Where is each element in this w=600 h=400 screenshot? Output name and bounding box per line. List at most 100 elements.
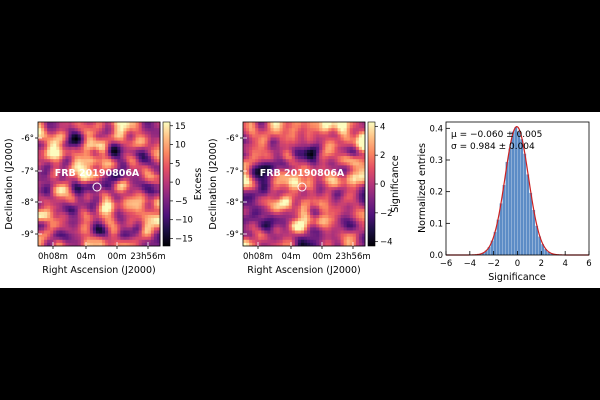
- map2-cell: [285, 149, 290, 154]
- map1-cell: [95, 202, 100, 207]
- map1-cell: [150, 159, 155, 163]
- map1-cell: [68, 202, 72, 207]
- significance-map-xtick-0: 0h08m: [243, 252, 273, 262]
- map1-cell: [86, 193, 91, 197]
- map2-cell: [246, 215, 250, 219]
- map2-cell: [325, 236, 329, 241]
- map1-cell: [92, 227, 97, 231]
- map2-cell: [288, 199, 293, 203]
- map1-cell: [135, 171, 139, 176]
- map2-cell: [316, 165, 320, 169]
- map2-cell: [288, 184, 293, 188]
- map1-cell: [74, 196, 78, 200]
- map1-cell: [83, 242, 88, 247]
- map1-cell: [153, 168, 158, 172]
- map2-cell: [349, 156, 354, 160]
- map2-cell: [361, 224, 366, 228]
- map1-cell: [126, 208, 130, 213]
- map1-cell: [147, 180, 152, 185]
- map2-cell: [355, 168, 360, 172]
- map1-cell: [126, 242, 130, 247]
- map2-cell: [276, 221, 280, 225]
- map1-cell: [147, 190, 152, 194]
- map1-cell: [108, 143, 112, 148]
- map1-cell: [65, 128, 69, 132]
- map2-cell: [291, 239, 296, 244]
- map1-cell: [95, 239, 100, 244]
- map2-cell: [355, 128, 360, 132]
- map2-cell: [343, 218, 348, 222]
- map2-cell: [316, 199, 320, 203]
- map2-cell: [255, 211, 259, 216]
- map2-cell: [361, 140, 366, 145]
- map1-cell: [123, 146, 127, 151]
- map1-cell: [56, 218, 60, 222]
- map2-cell: [343, 131, 348, 135]
- map2-cell: [243, 159, 247, 163]
- map2-cell: [261, 236, 265, 241]
- excess-map-ylabel: Declination (J2000): [4, 138, 15, 229]
- map2-cell: [291, 134, 296, 138]
- map2-cell: [243, 146, 247, 151]
- map1-cell: [68, 193, 72, 197]
- colorbar1-tick-label: 0: [175, 178, 180, 188]
- map2-cell: [343, 149, 348, 154]
- map2-cell: [276, 202, 280, 207]
- map1-cell: [126, 153, 130, 157]
- map2-cell: [267, 171, 271, 176]
- map2-cell: [255, 168, 259, 172]
- map2-cell: [252, 140, 256, 145]
- map2-cell: [328, 156, 332, 160]
- map2-cell: [331, 239, 335, 244]
- map2-cell: [285, 159, 290, 163]
- map1-cell: [117, 137, 121, 141]
- map2-cell: [349, 140, 354, 145]
- map1-cell: [44, 239, 48, 244]
- map1-cell: [120, 190, 124, 194]
- excess-map-ytick-3: -9°: [21, 230, 34, 240]
- map2-cell: [343, 162, 348, 166]
- map2-cell: [258, 168, 262, 172]
- map2-cell: [325, 211, 329, 216]
- map1-cell: [117, 156, 121, 160]
- map2-cell: [288, 131, 293, 135]
- map2-cell: [264, 230, 268, 234]
- map2-cell: [331, 146, 335, 151]
- map1-cell: [111, 162, 115, 166]
- map1-cell: [144, 125, 149, 129]
- histogram-ytick-label: 0.4: [429, 124, 443, 134]
- map2-cell: [304, 227, 308, 231]
- map2-cell: [328, 193, 332, 197]
- map1-cell: [102, 230, 106, 234]
- map1-cell: [74, 199, 78, 203]
- histogram-bar: [550, 253, 553, 255]
- histogram-bar: [481, 252, 485, 255]
- map2-cell: [352, 143, 357, 148]
- map2-cell: [349, 221, 354, 225]
- map2-cell: [246, 174, 250, 179]
- map2-cell: [361, 122, 366, 126]
- map2-cell: [255, 156, 259, 160]
- map2-cell: [261, 140, 265, 145]
- map1-cell: [135, 242, 139, 247]
- map1-cell: [138, 193, 143, 197]
- map2-cell: [349, 242, 354, 247]
- map2-cell: [328, 177, 332, 182]
- map2-cell: [255, 140, 259, 145]
- map1-cell: [147, 233, 152, 238]
- map2-cell: [282, 180, 287, 185]
- map2-cell: [294, 174, 299, 179]
- map1-cell: [117, 159, 121, 163]
- map2-cell: [261, 162, 265, 166]
- map1-cell: [120, 236, 124, 241]
- map2-cell: [358, 242, 363, 247]
- map1-cell: [50, 202, 54, 207]
- map2-cell: [285, 177, 290, 182]
- map1-cell: [102, 190, 106, 194]
- map2-cell: [264, 215, 268, 219]
- map2-cell: [294, 128, 299, 132]
- map1-cell: [68, 122, 72, 126]
- map1-cell: [41, 205, 45, 210]
- map1-cell: [111, 180, 115, 185]
- map1-cell: [83, 177, 88, 182]
